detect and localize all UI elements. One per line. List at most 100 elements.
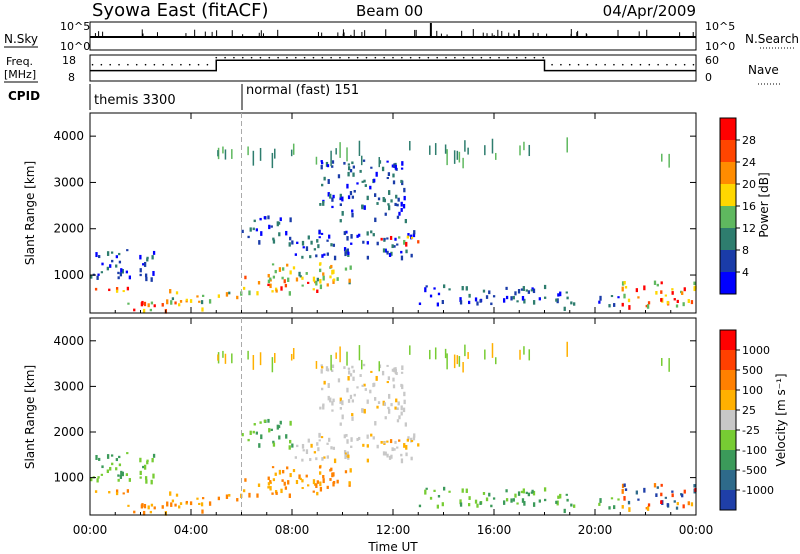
velocity-echo-cell (327, 395, 330, 401)
velocity-echo-cell (170, 502, 173, 507)
velocity-echo-cell (321, 366, 324, 369)
power-echo-cell (527, 290, 531, 294)
power-echo-streak (290, 149, 293, 157)
power-colorbar-tick-label: 8 (742, 244, 749, 257)
velocity-echo-streak (519, 349, 521, 360)
velocity-echo-cell (347, 376, 350, 381)
colorbar-swatch (720, 206, 736, 229)
power-echo-cell (228, 291, 231, 295)
velocity-echo-cell (660, 483, 663, 487)
power-echo-cell (690, 300, 694, 305)
power-echo-cell (346, 236, 349, 241)
nave-dot (153, 63, 156, 66)
velocity-echo-cell (448, 490, 451, 493)
power-echo-cell (272, 239, 276, 244)
velocity-echo-cell (280, 488, 283, 494)
power-echo-cell (179, 300, 183, 303)
power-echo-cell (271, 290, 274, 293)
velocity-echo-streak (467, 352, 469, 359)
velocity-echo-cell (260, 434, 263, 440)
power-echo-cell (623, 293, 626, 299)
power-echo-streak (335, 148, 337, 155)
power-echo-cell (307, 281, 310, 284)
power-echo-cell (319, 268, 322, 273)
nave-dot (339, 56, 341, 59)
velocity-echo-streak (409, 345, 411, 355)
velocity-echo-cell (201, 497, 205, 500)
velocity-echo-streak (523, 346, 525, 355)
power-echo-cell (100, 271, 104, 274)
velocity-echo-streak (346, 351, 348, 366)
power-echo-cell (312, 276, 316, 282)
power-echo-cell (517, 289, 521, 294)
velocity-echo-cell (147, 505, 150, 510)
power-echo-cell (413, 230, 416, 235)
velocity-echo-cell (255, 431, 258, 435)
velocity-echo-cell (329, 397, 332, 403)
nsearch-tick-top: 10^5 (705, 20, 735, 33)
power-echo-cell (352, 165, 355, 169)
power-echo-cell (343, 247, 347, 252)
power-echo-cell (302, 246, 305, 249)
power-echo-streak (429, 145, 431, 155)
power-echo-cell (382, 196, 385, 202)
power-echo-cell (259, 217, 262, 221)
power-colorbar-tick-label: 12 (742, 222, 756, 235)
velocity-echo-streak (566, 341, 568, 357)
power-echo-cell (118, 260, 122, 264)
power-echo-cell (332, 243, 336, 247)
velocity-echo-cell (318, 439, 321, 442)
power-echo-cell (305, 246, 309, 252)
velocity-echo-cell (152, 453, 156, 458)
power-echo-cell (339, 197, 342, 201)
power-echo-cell (268, 224, 271, 230)
velocity-echo-cell (391, 368, 395, 372)
power-echo-cell (682, 302, 685, 307)
velocity-echo-cell (289, 473, 292, 478)
velocity-panel-frame (89, 317, 697, 516)
power-echo-cell (687, 299, 690, 303)
velocity-echo-cell (664, 496, 668, 499)
power-echo-cell (299, 275, 302, 278)
velocity-echo-cell (400, 371, 404, 374)
power-echo-cell (565, 291, 568, 294)
power-echo-cell (398, 211, 401, 216)
nave-dot (471, 56, 474, 59)
velocity-echo-cell (146, 459, 149, 462)
power-echo-cell (244, 275, 247, 280)
power-echo-cell (284, 283, 288, 288)
velocity-echo-cell (377, 401, 381, 404)
power-echo-cell (301, 284, 304, 287)
velocity-echo-cell (425, 487, 428, 490)
velocity-echo-cell (301, 486, 304, 490)
velocity-echo-cell (343, 366, 346, 369)
velocity-echo-cell (151, 458, 154, 463)
power-echo-streak (453, 150, 456, 164)
power-echo-cell (387, 203, 390, 206)
velocity-echo-cell (289, 439, 292, 444)
power-echo-cell (531, 287, 534, 291)
velocity-echo-cell (252, 430, 255, 434)
velocity-echo-cell (505, 498, 509, 502)
velocity-echo-cell (323, 380, 326, 385)
velocity-echo-cell (394, 406, 397, 410)
velocity-echo-cell (331, 364, 335, 369)
power-echo-cell (115, 255, 119, 259)
velocity-echo-cell (406, 438, 409, 442)
velocity-echo-cell (108, 491, 111, 494)
x-tick-label: 16:00 (477, 523, 512, 537)
nave-dot (445, 56, 447, 59)
power-echo-cell (514, 291, 517, 296)
power-echo-cell (387, 205, 391, 211)
velocity-echo-cell (366, 399, 369, 404)
velocity-echo-cell (525, 491, 528, 494)
velocity-echo-cell (313, 483, 317, 486)
velocity-echo-cell (301, 458, 304, 462)
nave-dot (648, 63, 651, 66)
power-echo-cell (301, 240, 305, 246)
power-echo-streak (274, 148, 276, 159)
nave-dot (595, 63, 598, 66)
velocity-echo-cell (645, 507, 648, 510)
power-echo-cell (274, 287, 278, 291)
power-echo-cell (555, 298, 558, 302)
